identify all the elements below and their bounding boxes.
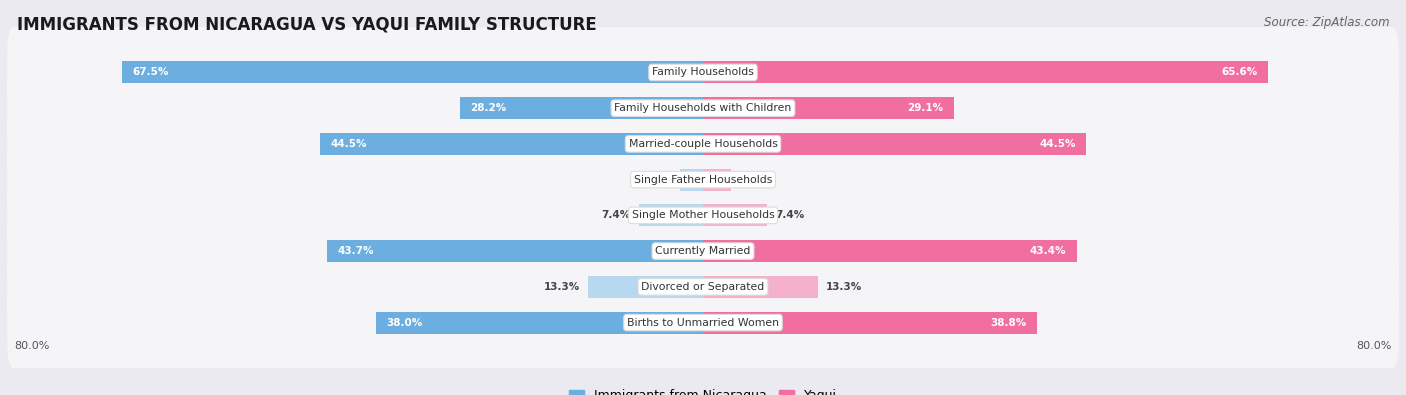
FancyBboxPatch shape (7, 27, 1399, 118)
Bar (703, 61, 1268, 83)
Text: 43.7%: 43.7% (337, 246, 374, 256)
FancyBboxPatch shape (7, 63, 1399, 154)
Text: Births to Unmarried Women: Births to Unmarried Women (627, 318, 779, 327)
Text: Source: ZipAtlas.com: Source: ZipAtlas.com (1264, 16, 1389, 29)
Text: 2.7%: 2.7% (643, 175, 671, 184)
FancyBboxPatch shape (7, 206, 1399, 297)
Text: 44.5%: 44.5% (1039, 139, 1076, 149)
Legend: Immigrants from Nicaragua, Yaqui: Immigrants from Nicaragua, Yaqui (564, 384, 842, 395)
Bar (122, 61, 703, 83)
Text: 3.2%: 3.2% (740, 175, 768, 184)
Text: 28.2%: 28.2% (471, 103, 506, 113)
Bar (589, 276, 703, 298)
Text: 80.0%: 80.0% (1357, 341, 1392, 351)
Bar (375, 312, 703, 334)
Text: Married-couple Households: Married-couple Households (628, 139, 778, 149)
FancyBboxPatch shape (7, 241, 1399, 332)
Text: Divorced or Separated: Divorced or Separated (641, 282, 765, 292)
FancyBboxPatch shape (7, 277, 1399, 368)
Bar (679, 169, 703, 191)
FancyBboxPatch shape (7, 170, 1399, 261)
Bar (703, 97, 953, 119)
Text: 38.0%: 38.0% (387, 318, 422, 327)
Bar (703, 169, 731, 191)
Text: Family Households: Family Households (652, 68, 754, 77)
Text: IMMIGRANTS FROM NICARAGUA VS YAQUI FAMILY STRUCTURE: IMMIGRANTS FROM NICARAGUA VS YAQUI FAMIL… (17, 16, 596, 34)
Text: 13.3%: 13.3% (827, 282, 862, 292)
Text: Single Father Households: Single Father Households (634, 175, 772, 184)
Text: 13.3%: 13.3% (544, 282, 579, 292)
Bar (703, 204, 766, 226)
Bar (703, 276, 817, 298)
Text: 67.5%: 67.5% (132, 68, 169, 77)
Bar (319, 133, 703, 155)
Bar (703, 240, 1077, 262)
Text: Single Mother Households: Single Mother Households (631, 211, 775, 220)
Bar (703, 133, 1087, 155)
Text: 44.5%: 44.5% (330, 139, 367, 149)
Text: 7.4%: 7.4% (602, 211, 631, 220)
Text: 29.1%: 29.1% (907, 103, 943, 113)
Text: 65.6%: 65.6% (1222, 68, 1257, 77)
Bar (640, 204, 703, 226)
Bar (460, 97, 703, 119)
Text: 43.4%: 43.4% (1031, 246, 1066, 256)
Text: 38.8%: 38.8% (991, 318, 1026, 327)
Text: 7.4%: 7.4% (775, 211, 804, 220)
FancyBboxPatch shape (7, 134, 1399, 225)
Bar (703, 312, 1038, 334)
Text: Currently Married: Currently Married (655, 246, 751, 256)
Text: 80.0%: 80.0% (14, 341, 49, 351)
Text: Family Households with Children: Family Households with Children (614, 103, 792, 113)
Bar (326, 240, 703, 262)
FancyBboxPatch shape (7, 98, 1399, 189)
